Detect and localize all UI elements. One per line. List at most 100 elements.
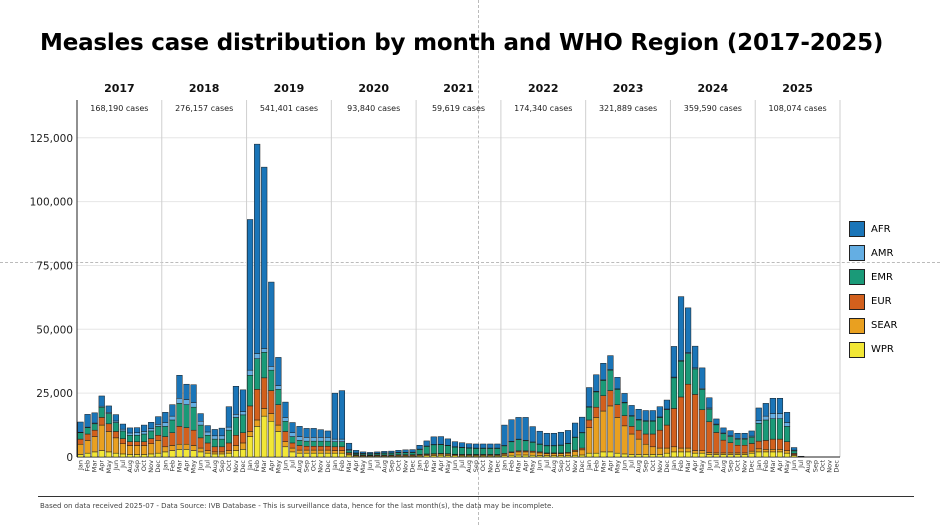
bar-segment-afr bbox=[317, 429, 324, 438]
bar-segment-eur bbox=[197, 437, 204, 449]
bar-segment-amr bbox=[275, 385, 282, 390]
bar-segment-afr bbox=[289, 422, 296, 433]
x-tick-label: Jan bbox=[161, 460, 169, 471]
bar-segment-emr bbox=[77, 432, 84, 440]
bar-segment-afr bbox=[232, 386, 240, 415]
bar-segment-amr bbox=[254, 353, 261, 359]
bar-segment-afr bbox=[395, 450, 402, 453]
bar-segment-sear bbox=[600, 410, 607, 453]
bar-segment-eur bbox=[303, 446, 310, 451]
bar-segment-afr bbox=[699, 367, 706, 389]
bar-segment-sear bbox=[112, 437, 119, 454]
bar-segment-emr bbox=[338, 441, 346, 448]
bar-segment-amr bbox=[239, 411, 247, 416]
bar-segment-eur bbox=[254, 389, 261, 421]
bar-segment-emr bbox=[692, 368, 699, 395]
bar-segment-sear bbox=[628, 433, 635, 455]
bar-segment-sear bbox=[642, 443, 649, 455]
x-tick-label: Apr bbox=[267, 460, 275, 472]
bar-segment-sear bbox=[783, 450, 791, 454]
bar-segment-eur bbox=[204, 442, 211, 451]
bar-segment-afr bbox=[635, 408, 642, 420]
bar-segment-amr bbox=[162, 422, 169, 427]
bar-segment-wpr bbox=[522, 454, 529, 458]
bar-segment-wpr bbox=[776, 451, 784, 458]
bar-segment-wpr bbox=[338, 452, 346, 458]
bar-segment-wpr bbox=[649, 454, 656, 458]
x-tick-label: Mar bbox=[515, 460, 523, 473]
bar-segment-emr bbox=[536, 443, 543, 453]
bar-segment-afr bbox=[649, 410, 656, 421]
bar-segment-afr bbox=[254, 143, 261, 354]
bar-segment-afr bbox=[487, 443, 494, 449]
bar-segment-sear bbox=[324, 449, 331, 454]
y-tick-label: 0 bbox=[66, 452, 73, 464]
bar-segment-afr bbox=[550, 432, 557, 446]
bar-segment-emr bbox=[494, 448, 501, 455]
x-tick-label: Jul bbox=[204, 460, 212, 469]
bar-segment-eur bbox=[685, 383, 692, 449]
bar-segment-sear bbox=[239, 442, 247, 450]
year-total-label: 93,840 cases bbox=[347, 104, 400, 113]
bar-segment-emr bbox=[345, 450, 353, 453]
bar-segment-afr bbox=[734, 432, 741, 439]
bar-segment-amr bbox=[176, 398, 183, 404]
bar-segment-wpr bbox=[218, 453, 225, 458]
bar-segment-wpr bbox=[515, 454, 522, 458]
bar-segment-emr bbox=[522, 440, 529, 452]
bar-segment-afr bbox=[451, 441, 459, 448]
bar-segment-afr bbox=[204, 425, 211, 433]
legend-label-sear: SEAR bbox=[871, 320, 898, 332]
bar-segment-sear bbox=[141, 445, 148, 455]
bar-segment-wpr bbox=[734, 454, 741, 458]
bar-segment-sear bbox=[317, 449, 324, 454]
bar-segment-afr bbox=[543, 432, 550, 446]
bar-segment-sear bbox=[232, 445, 240, 451]
bar-segment-afr bbox=[148, 422, 155, 429]
bar-segment-eur bbox=[628, 426, 635, 435]
year-total-label: 174,340 cases bbox=[514, 104, 572, 113]
bar-segment-eur bbox=[331, 446, 338, 451]
x-tick-label: Dec bbox=[578, 460, 586, 473]
bar-segment-wpr bbox=[119, 453, 126, 458]
bar-segment-eur bbox=[338, 446, 346, 451]
bar-segment-emr bbox=[571, 437, 579, 451]
bar-segment-afr bbox=[727, 430, 734, 437]
bar-segment-emr bbox=[791, 450, 798, 454]
bar-segment-wpr bbox=[84, 452, 91, 458]
bar-segment-afr bbox=[706, 397, 713, 409]
bar-segment-amr bbox=[141, 431, 148, 435]
bar-segment-sear bbox=[197, 447, 204, 453]
bar-segment-emr bbox=[183, 404, 190, 428]
year-label: 2021 bbox=[443, 82, 474, 95]
bar-segment-afr bbox=[247, 219, 254, 371]
bar-segment-sear bbox=[119, 443, 126, 455]
bar-segment-afr bbox=[133, 427, 141, 433]
bar-segment-emr bbox=[268, 369, 275, 391]
bar-segment-emr bbox=[663, 409, 670, 426]
bar-segment-amr bbox=[282, 417, 289, 422]
bar-segment-emr bbox=[416, 449, 423, 455]
bar-segment-amr bbox=[126, 432, 134, 436]
x-tick-label: Mar bbox=[684, 460, 692, 473]
bar-segment-emr bbox=[734, 438, 741, 446]
footer-note: Based on data received 2025-07 - Data So… bbox=[40, 502, 554, 510]
legend-swatch-amr bbox=[849, 245, 865, 262]
bar-segment-wpr bbox=[225, 452, 232, 458]
bar-segment-emr bbox=[642, 420, 649, 435]
bar-segment-sear bbox=[621, 425, 628, 455]
bar-segment-wpr bbox=[783, 452, 791, 458]
bar-segment-emr bbox=[190, 406, 197, 431]
x-tick-label: Oct bbox=[225, 460, 233, 472]
bar-segment-eur bbox=[748, 443, 755, 452]
bar-segment-sear bbox=[84, 440, 91, 454]
bar-segment-emr bbox=[487, 448, 494, 455]
bar-segment-eur bbox=[769, 438, 776, 450]
x-tick-label: Feb bbox=[423, 460, 431, 472]
bar-segment-emr bbox=[84, 427, 91, 435]
legend-swatch-eur bbox=[849, 293, 865, 310]
bar-segment-afr bbox=[360, 451, 367, 454]
bar-segment-eur bbox=[119, 438, 126, 444]
bar-segment-sear bbox=[706, 452, 713, 455]
bar-segment-eur bbox=[148, 438, 155, 444]
